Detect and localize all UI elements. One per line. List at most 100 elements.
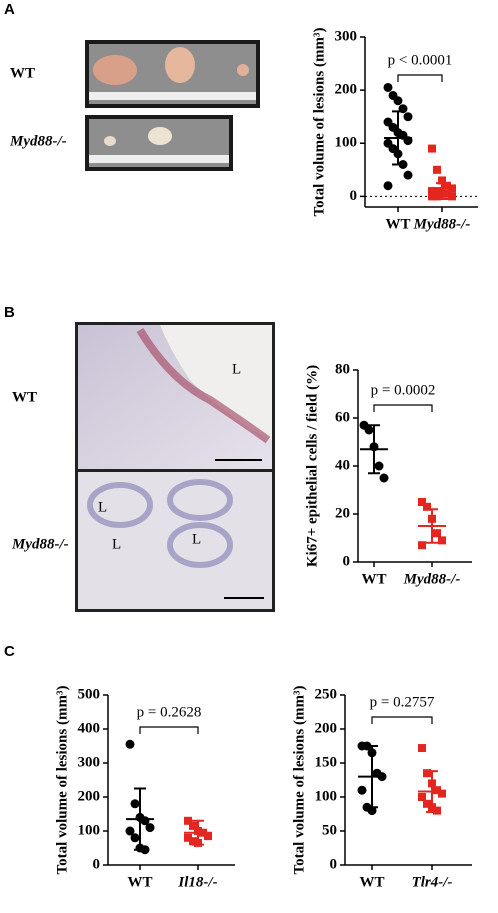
data-point [189, 837, 197, 846]
error-bar [368, 424, 380, 475]
y-tick-label: 250 [315, 686, 338, 702]
row-label: Myd88-/- [9, 133, 67, 149]
error-bar [366, 745, 378, 809]
y-tick-label: 300 [335, 28, 358, 44]
x-tick-label: Il18-/- [177, 874, 217, 890]
data-point [130, 799, 140, 809]
panel-label: C [4, 643, 15, 660]
y-tick-label: 200 [78, 788, 101, 804]
data-point [204, 832, 212, 841]
x-tick-label: WT [127, 874, 152, 890]
y-tick-label: 50 [322, 822, 337, 838]
data-point [403, 170, 413, 180]
y-tick-label: 500 [78, 686, 101, 702]
data-point [433, 165, 441, 174]
data-point [125, 739, 135, 749]
lumen-label: L [232, 361, 241, 377]
y-tick-label: 300 [78, 754, 101, 770]
data-point [383, 181, 393, 191]
lumen-label: L [98, 499, 107, 515]
data-point [383, 82, 393, 92]
y-axis-label: Total volume of lesions (mm³) [291, 686, 307, 875]
data-point [125, 826, 135, 836]
data-point [403, 112, 413, 122]
x-tick-label: WT [361, 571, 386, 587]
y-tick-label: 60 [335, 409, 350, 425]
significance-bracket [371, 716, 433, 724]
data-point [438, 176, 446, 185]
data-point [393, 96, 403, 106]
row-label: WT [12, 389, 37, 405]
x-tick-label: Tlr4-/- [412, 874, 453, 890]
data-point [443, 189, 451, 198]
y-tick-label: 200 [315, 720, 338, 736]
lumen-label: L [192, 531, 201, 547]
data-point [423, 769, 431, 778]
row-label: Myd88-/- [11, 536, 69, 552]
panel-label: A [4, 1, 15, 18]
photo [85, 40, 260, 108]
data-point [418, 744, 426, 753]
error-bar [426, 508, 438, 544]
significance-bracket [139, 726, 199, 734]
data-point [374, 461, 384, 471]
row-label: WT [10, 65, 35, 81]
data-point [438, 536, 446, 545]
y-tick-label: 0 [330, 856, 338, 872]
data-point [184, 816, 192, 825]
p-value: p = 0.0002 [371, 382, 436, 398]
data-point [423, 799, 431, 808]
y-tick-label: 0 [343, 553, 351, 569]
y-axis-label: Total volume of lesions (mm³) [311, 28, 327, 217]
y-axis-label: Ki67+ epithelial cells / field (%) [304, 365, 320, 567]
data-point [189, 821, 197, 830]
error-bar [436, 182, 448, 201]
lumen-label: L [112, 536, 121, 552]
error-bar [192, 819, 204, 846]
x-tick-label: WT [359, 874, 384, 890]
data-point [367, 806, 377, 816]
panel-label: B [4, 304, 15, 321]
data-point [418, 498, 426, 506]
data-point [433, 786, 441, 795]
significance-bracket [397, 74, 443, 82]
data-point [433, 192, 441, 201]
micrograph [75, 322, 275, 612]
data-point [443, 181, 451, 190]
error-bar [392, 110, 404, 166]
data-point [364, 425, 374, 435]
p-value: p < 0.0001 [388, 52, 453, 68]
data-point [448, 184, 456, 193]
y-tick-label: 200 [335, 82, 358, 98]
y-tick-label: 100 [315, 788, 338, 804]
data-point [433, 529, 441, 538]
y-tick-label: 20 [335, 505, 350, 521]
y-tick-label: 0 [93, 856, 101, 872]
data-point [428, 192, 436, 201]
y-tick-label: 100 [335, 135, 358, 151]
x-tick-label: Myd88-/- [413, 216, 471, 232]
data-point [184, 833, 192, 842]
error-bar [134, 787, 146, 851]
data-point [357, 785, 367, 795]
y-tick-label: 80 [335, 361, 350, 377]
y-tick-label: 0 [350, 188, 358, 204]
photo [85, 115, 233, 171]
data-point [448, 192, 456, 201]
data-point [418, 793, 426, 801]
error-bar [426, 770, 438, 813]
data-point [423, 502, 431, 511]
data-point [418, 541, 426, 550]
y-axis-label: Total volume of lesions (mm³) [54, 686, 70, 875]
p-value: p = 0.2628 [137, 704, 202, 720]
data-point [438, 789, 446, 798]
significance-bracket [373, 404, 433, 412]
x-tick-label: WT [385, 216, 410, 232]
x-tick-label: Myd88-/- [403, 571, 461, 587]
y-tick-label: 100 [78, 822, 101, 838]
data-point [428, 144, 436, 153]
y-tick-label: 40 [335, 457, 350, 473]
data-point [433, 806, 441, 815]
